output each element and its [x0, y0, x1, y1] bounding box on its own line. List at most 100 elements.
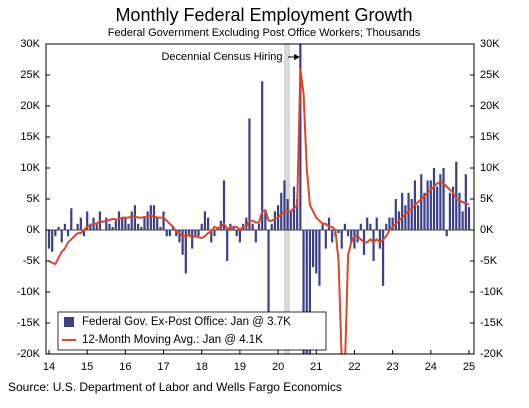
bar — [404, 205, 407, 230]
bar — [394, 199, 397, 230]
bar — [257, 223, 261, 230]
bar — [280, 192, 283, 230]
bar — [143, 217, 146, 230]
bar — [181, 230, 184, 255]
bar — [445, 230, 448, 237]
bar — [127, 223, 130, 230]
x-tick-label: 22 — [348, 361, 360, 373]
bar — [432, 168, 436, 230]
bar — [416, 205, 420, 230]
y-tick-label: -15K — [17, 317, 41, 329]
x-tick-label: 15 — [81, 361, 93, 373]
y2-tick-label: 30K — [480, 38, 500, 50]
moving-average-line — [48, 67, 470, 354]
bar — [82, 230, 86, 237]
bar — [270, 223, 273, 230]
bar — [194, 230, 197, 237]
bar — [162, 211, 165, 230]
bar — [89, 223, 92, 230]
bar — [76, 223, 79, 230]
bar — [299, 44, 302, 231]
bar — [197, 230, 200, 237]
y2-tick-label: 0K — [480, 224, 494, 236]
bar — [54, 230, 57, 237]
bar — [302, 230, 305, 354]
bar — [372, 230, 375, 261]
y2-tick-label: 25K — [480, 69, 500, 81]
bar — [222, 180, 226, 230]
bar — [235, 230, 238, 237]
bar — [254, 230, 257, 243]
bar — [105, 217, 108, 230]
bar — [175, 230, 178, 237]
bar — [385, 223, 388, 230]
bar — [232, 226, 235, 230]
chart-title: Monthly Federal Employment Growth — [115, 5, 412, 25]
bar — [79, 217, 82, 230]
bar — [391, 217, 394, 230]
bar — [327, 217, 331, 230]
bar — [108, 223, 111, 230]
bar — [156, 217, 159, 230]
legend-label: Federal Gov. Ex-Post Office: Jan @ 3.7K — [82, 316, 291, 328]
y-tick-label: 5K — [27, 193, 41, 205]
bar — [66, 230, 70, 237]
bar — [121, 217, 124, 230]
bar — [401, 192, 404, 230]
bar — [70, 208, 73, 230]
bar — [178, 230, 181, 243]
bar — [133, 205, 137, 230]
bar — [149, 205, 152, 230]
bar — [426, 180, 429, 230]
legend — [57, 311, 327, 351]
bar — [130, 211, 133, 230]
x-tick-label: 14 — [43, 361, 55, 373]
bar — [439, 174, 442, 230]
bar — [60, 230, 63, 243]
bar — [305, 230, 308, 354]
bar — [423, 192, 426, 230]
bar — [51, 230, 54, 252]
bar — [248, 118, 251, 230]
bar — [184, 230, 187, 274]
y-tick-label: 10K — [20, 162, 40, 174]
chart-subtitle: Federal Government Excluding Post Office… — [108, 27, 421, 39]
y-tick-label: 20K — [20, 100, 40, 112]
y-tick-label: -5K — [23, 255, 41, 267]
legend-label: 12-Month Moving Avg.: Jan @ 4.1K — [82, 334, 263, 346]
bar — [343, 223, 347, 230]
bar — [321, 223, 324, 230]
bar — [140, 226, 143, 230]
y2-tick-label: -10K — [480, 286, 504, 298]
bar — [261, 81, 264, 230]
bar — [165, 230, 168, 237]
bar — [455, 161, 458, 230]
bar — [136, 223, 140, 230]
y-tick-label: 15K — [20, 131, 40, 143]
bar — [340, 230, 343, 249]
y2-tick-label: 5K — [480, 193, 494, 205]
y2-tick-label: -5K — [480, 255, 498, 267]
bar — [95, 223, 98, 230]
bar — [111, 226, 114, 230]
bar — [436, 186, 439, 230]
x-tick-label: 17 — [157, 361, 169, 373]
x-tick-label: 19 — [234, 361, 246, 373]
bar — [229, 223, 232, 230]
x-tick-label: 23 — [387, 361, 399, 373]
bar — [191, 230, 194, 249]
bar — [369, 223, 372, 230]
bar — [187, 230, 191, 237]
legend-swatch — [64, 317, 74, 327]
bar — [429, 180, 432, 230]
bar — [388, 217, 391, 230]
bar — [114, 220, 117, 230]
bar — [420, 174, 423, 230]
bar — [448, 192, 452, 230]
bar — [375, 217, 378, 230]
x-tick-label: 25 — [463, 361, 475, 373]
y-tick-label: 30K — [20, 38, 40, 50]
bar — [152, 205, 156, 230]
bar — [117, 211, 121, 230]
